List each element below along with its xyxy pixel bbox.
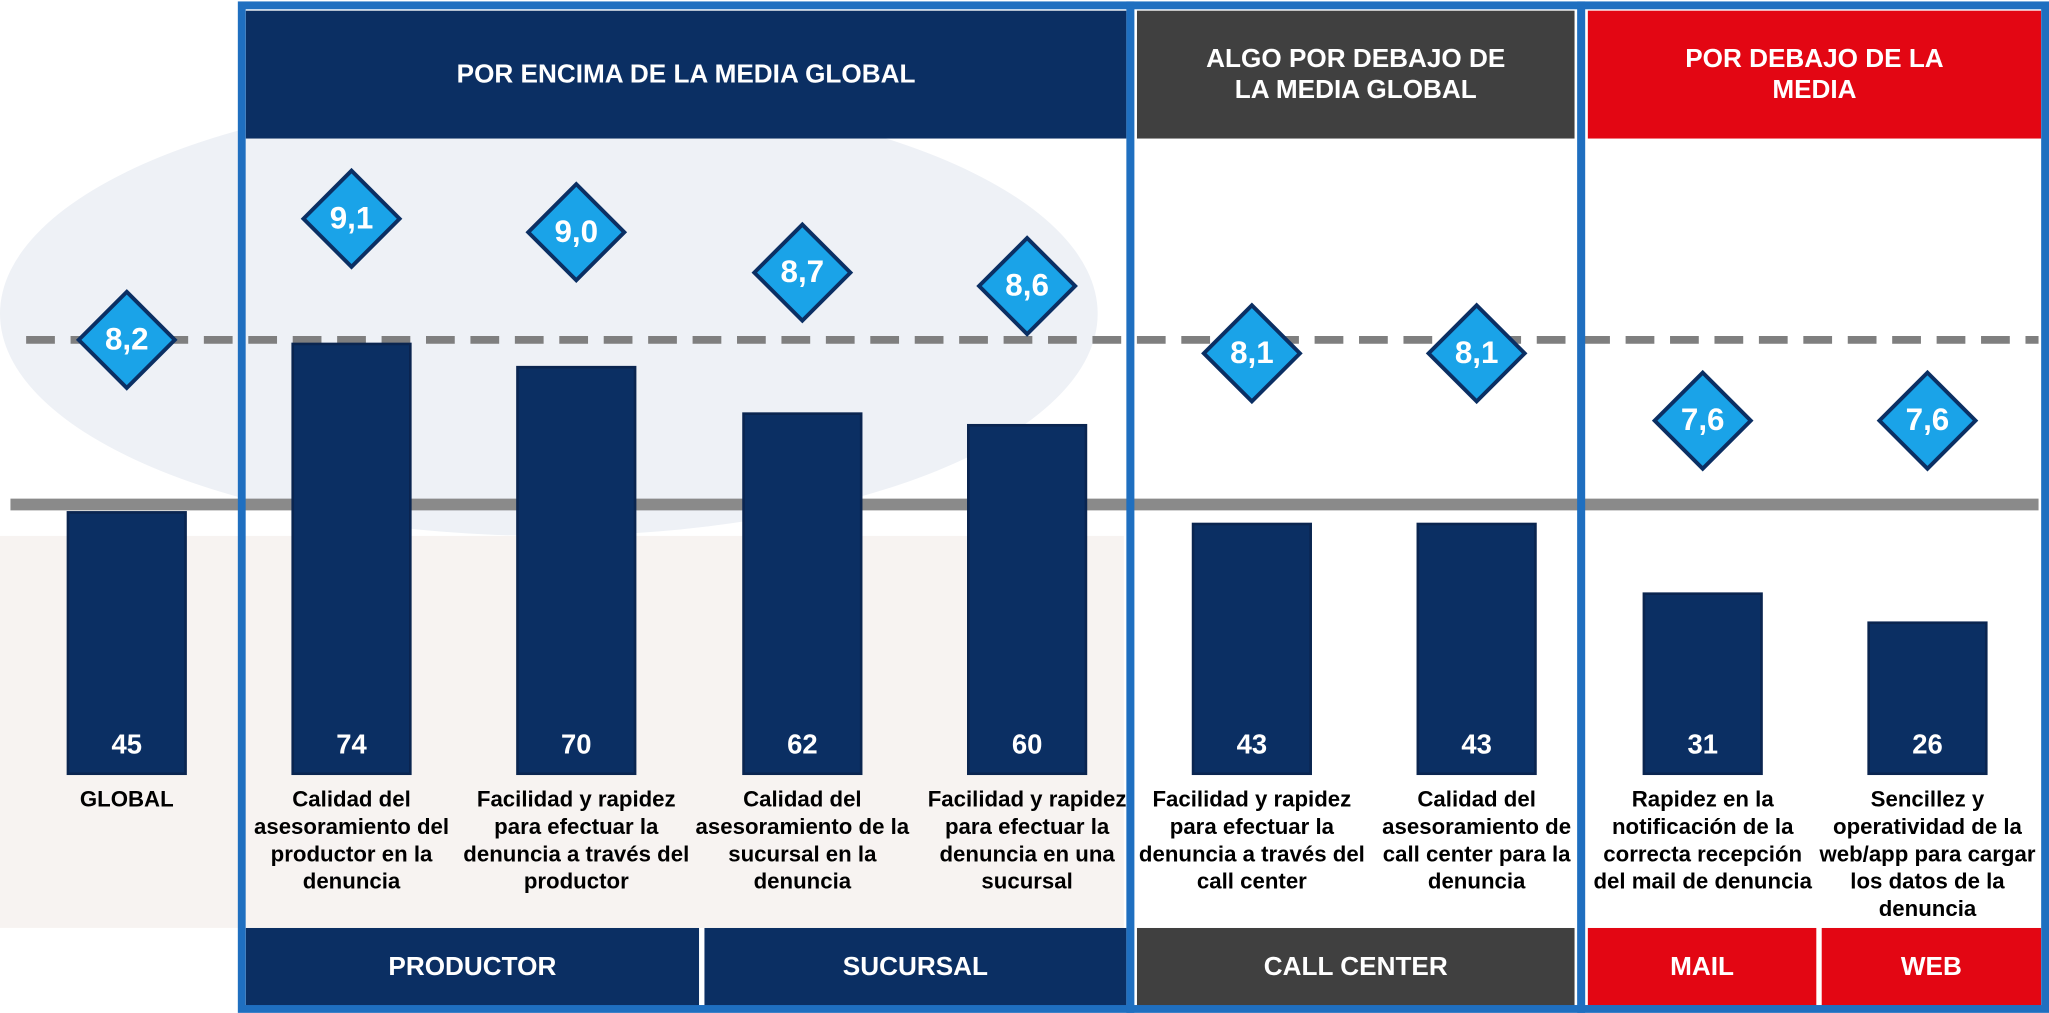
bar-value-label: 62 [787,729,818,760]
bar-value-label: 74 [336,729,367,760]
category-label: Sencillez y operatividad de la web/app p… [1812,785,2042,922]
category-label-box: Rapidez en la notificación de la correct… [1588,785,1818,929]
bar-value-label: 43 [1237,729,1268,760]
bar [744,414,862,774]
bar-value-label: 26 [1912,729,1943,760]
section-footer: MAIL [1588,928,1817,1006]
category-label: Facilidad y rapidez para efectuar la den… [912,785,1142,895]
bar [293,344,411,774]
section-footer-box: MAIL [1588,928,1817,1006]
bar-value-label: 45 [111,729,142,760]
bar-value-label: 31 [1687,729,1718,760]
section-footer-box: CALL CENTER [1137,928,1575,1006]
section-footer-box: WEB [1822,928,2042,1006]
category-label-box: Calidad del asesoramiento del productor … [237,785,467,929]
score-label: 8,2 [105,321,149,356]
score-label: 7,6 [1681,402,1725,437]
category-label: Calidad del asesoramiento del productor … [237,785,467,895]
score-label: 7,6 [1906,402,1950,437]
section-header: POR ENCIMA DE LA MEDIA GLOBAL [246,11,1127,139]
score-label: 8,1 [1455,335,1499,370]
score-label: 8,1 [1230,335,1274,370]
category-label-box: Facilidad y rapidez para efectuar la den… [912,785,1142,929]
section-header-box: POR ENCIMA DE LA MEDIA GLOBAL [246,11,1127,139]
section-footer: SUCURSAL [704,928,1126,1006]
category-label: Facilidad y rapidez para efectuar la den… [1137,785,1367,895]
score-label: 9,1 [330,200,374,235]
page: 45 GLOBAL 8,2 74 Calidad del asesoramiento d… [0,0,2049,1013]
bar [517,367,635,774]
chart: 45 GLOBAL 8,2 74 Calidad del asesoramiento d… [0,0,2049,1013]
section-footer: CALL CENTER [1137,928,1575,1006]
section-header: POR DEBAJO DE LA MEDIA [1588,11,2041,139]
score-label: 9,0 [554,214,598,249]
bar [968,425,1086,773]
category-label-box: Sencillez y operatividad de la web/app p… [1812,785,2042,929]
score-label: 8,6 [1005,268,1049,303]
category-label-box: Calidad del asesoramiento de la sucursal… [687,785,917,929]
category-label: Rapidez en la notificación de la correct… [1588,785,1818,895]
category-label-box: Facilidad y rapidez para efectuar la den… [1137,785,1367,929]
section-header-box: ALGO POR DEBAJO DE LA MEDIA GLOBAL [1137,11,1575,139]
section-footer-box: PRODUCTOR [246,928,699,1006]
section-footer: PRODUCTOR [246,928,699,1006]
category-label: Calidad del asesoramiento de la sucursal… [687,785,917,895]
category-label: Facilidad y rapidez para efectuar la den… [461,785,691,895]
bar-value-label: 60 [1012,729,1043,760]
score-label: 8,7 [781,254,825,289]
section-header-box: POR DEBAJO DE LA MEDIA [1588,11,2041,139]
category-label: Calidad del asesoramiento de call center… [1362,785,1592,895]
category-label-box: GLOBAL [12,785,242,929]
section-header: ALGO POR DEBAJO DE LA MEDIA GLOBAL [1137,11,1575,139]
category-label-box: Facilidad y rapidez para efectuar la den… [461,785,691,929]
category-label-box: Calidad del asesoramiento de call center… [1362,785,1592,929]
bar-value-label: 43 [1461,729,1492,760]
section-footer: WEB [1822,928,2042,1006]
category-label: GLOBAL [12,785,242,812]
section-footer-box: SUCURSAL [704,928,1126,1006]
bar-value-label: 70 [561,729,592,760]
